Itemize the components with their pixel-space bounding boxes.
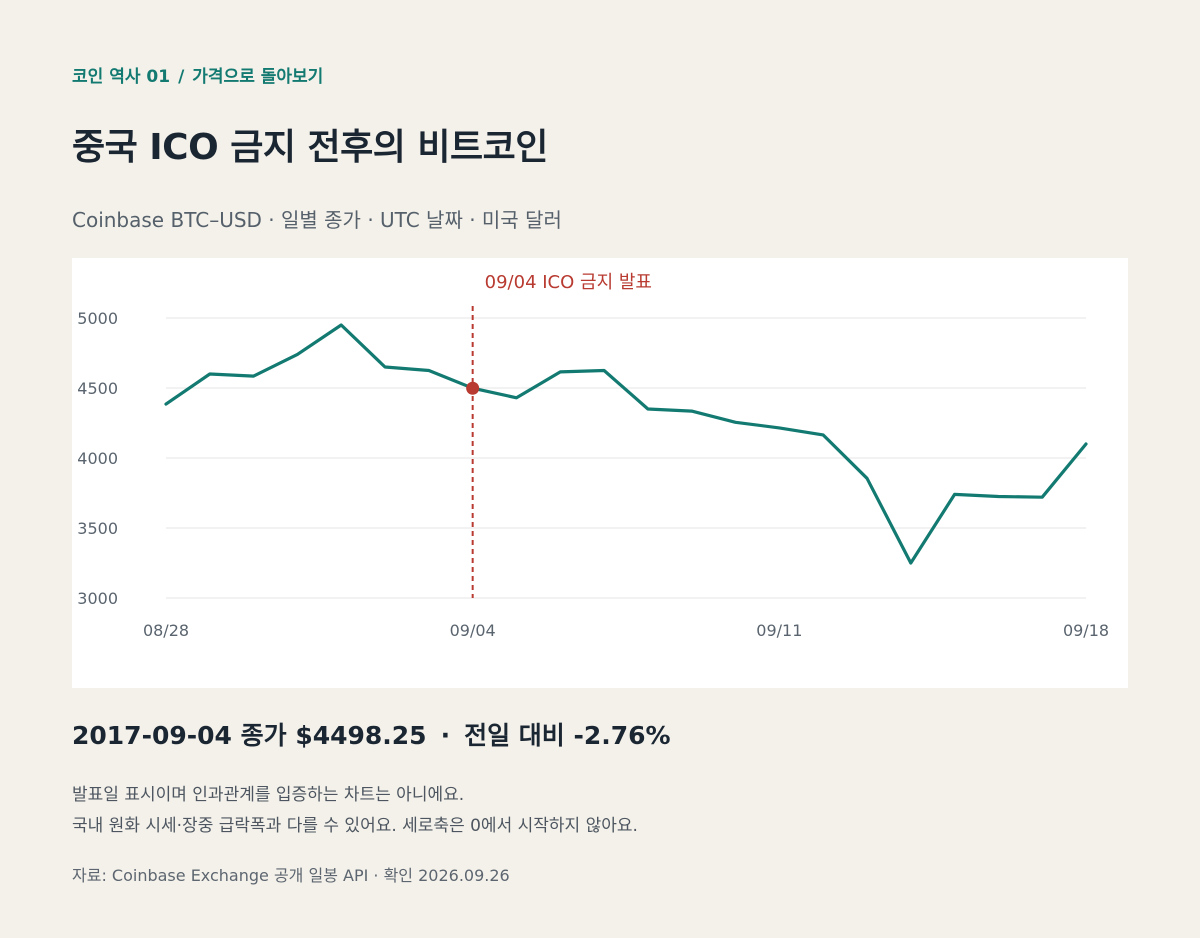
data-point bbox=[690, 409, 694, 413]
data-point bbox=[777, 426, 781, 430]
data-point bbox=[514, 396, 518, 400]
data-point bbox=[996, 495, 1000, 499]
summary-change: 전일 대비 -2.76% bbox=[464, 721, 671, 750]
chart-subtitle: Coinbase BTC–USD · 일별 종가 · UTC 날짜 · 미국 달… bbox=[72, 208, 562, 232]
data-point bbox=[164, 402, 168, 406]
series-layer bbox=[164, 323, 1088, 565]
series-line bbox=[164, 323, 1088, 565]
eyebrow-topic: 가격으로 돌아보기 bbox=[192, 67, 324, 87]
eyebrow: 코인 역사 01 / 가격으로 돌아보기 bbox=[72, 62, 323, 87]
eyebrow-series: 코인 역사 01 bbox=[72, 67, 171, 87]
x-tick-label: 08/28 bbox=[143, 621, 189, 640]
x-tick-label: 09/11 bbox=[756, 621, 802, 640]
y-tick-label: 4000 bbox=[77, 449, 118, 468]
data-point bbox=[383, 365, 387, 369]
grid-lines bbox=[166, 317, 1086, 599]
chart-card: 3000 3500 4000 4500 5000 08/28 09/04 09/11 09/1… bbox=[72, 258, 1128, 688]
y-tick-label: 3000 bbox=[77, 589, 118, 608]
data-point bbox=[1084, 442, 1088, 446]
y-tick-label: 5000 bbox=[77, 309, 118, 328]
data-point bbox=[909, 561, 913, 565]
data-point bbox=[821, 433, 825, 437]
data-point bbox=[252, 374, 256, 378]
price-line-chart: 3000 3500 4000 4500 5000 08/28 09/04 09/11 09/1… bbox=[77, 272, 1109, 640]
data-point bbox=[427, 369, 431, 373]
page-title: 중국 ICO 금지 전후의 비트코인 bbox=[72, 127, 548, 168]
note-line-2: 국내 원화 시세·장중 급락폭과 다를 수 있어요. 세로축은 0에서 시작하지… bbox=[72, 816, 638, 836]
data-point bbox=[339, 323, 343, 327]
highlight-point bbox=[466, 381, 480, 395]
eyebrow-separator: / bbox=[178, 67, 185, 87]
data-point bbox=[295, 352, 299, 356]
summary-close: 2017-09-04 종가 $4498.25 bbox=[72, 721, 427, 750]
x-tick-label: 09/04 bbox=[450, 621, 496, 640]
x-tick-label: 09/18 bbox=[1063, 621, 1109, 640]
annotation-layer: 09/04 ICO 금지 발표 bbox=[471, 272, 652, 598]
y-axis-ticks: 3000 3500 4000 4500 5000 bbox=[77, 309, 118, 608]
x-axis-ticks: 08/28 09/04 09/11 09/18 bbox=[143, 621, 1109, 640]
data-point bbox=[208, 372, 212, 376]
data-point bbox=[865, 476, 869, 480]
data-point bbox=[558, 370, 562, 374]
annotation-label: 09/04 ICO 금지 발표 bbox=[485, 272, 652, 293]
data-point bbox=[646, 407, 650, 411]
note-line-1: 발표일 표시이며 인과관계를 입증하는 차트는 아니에요. bbox=[72, 785, 465, 805]
source-credit: 자료: Coinbase Exchange 공개 일봉 API · 확인 202… bbox=[72, 866, 510, 885]
summary-dot: · bbox=[440, 721, 451, 750]
data-point bbox=[953, 492, 957, 496]
summary-line: 2017-09-04 종가 $4498.25 · 전일 대비 -2.76% bbox=[72, 716, 671, 752]
data-point bbox=[602, 369, 606, 373]
data-point bbox=[734, 420, 738, 424]
y-tick-label: 3500 bbox=[77, 519, 118, 538]
data-point bbox=[1040, 495, 1044, 499]
y-tick-label: 4500 bbox=[77, 379, 118, 398]
